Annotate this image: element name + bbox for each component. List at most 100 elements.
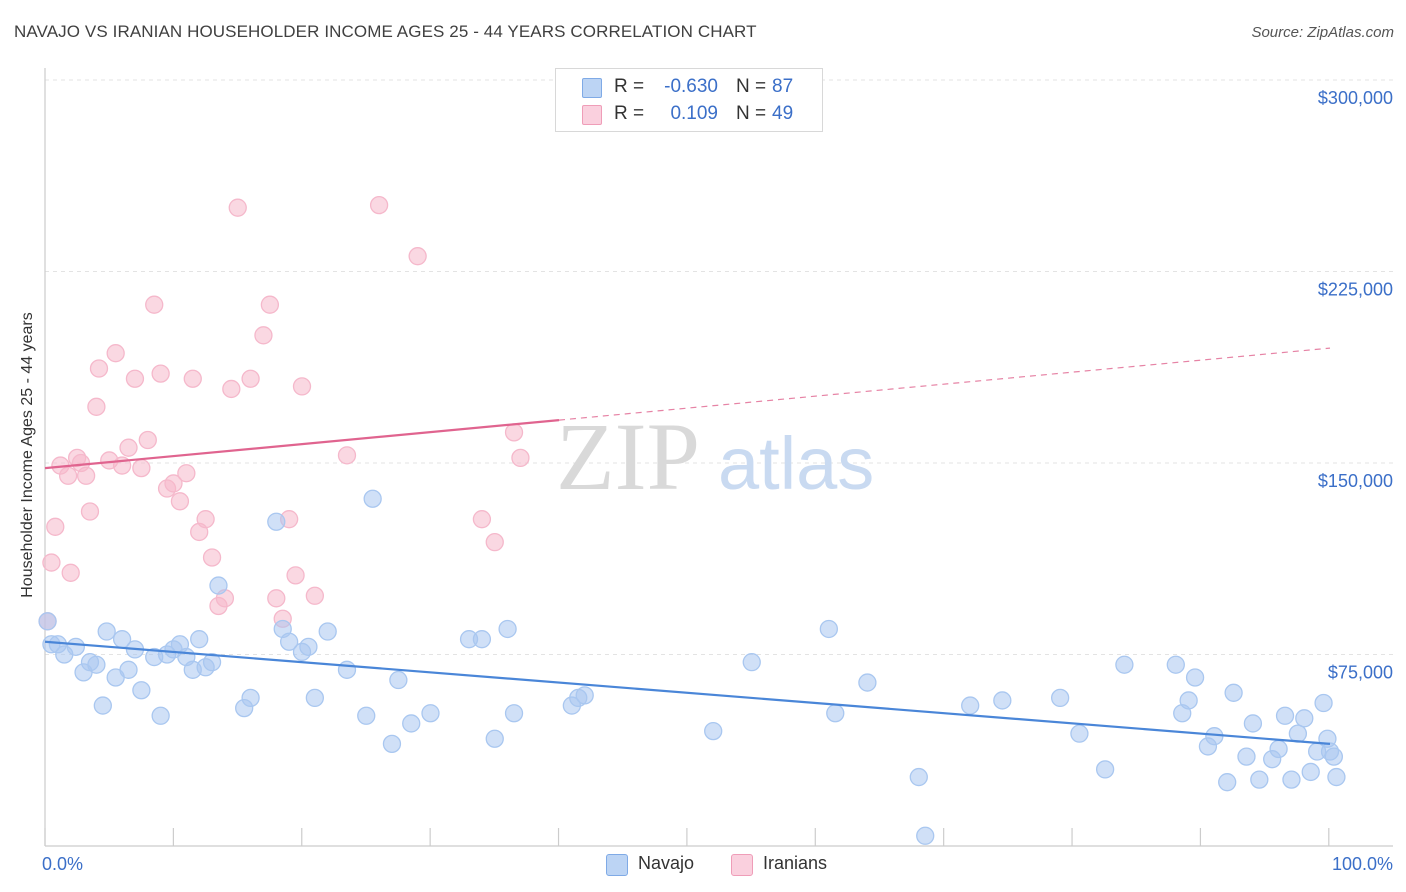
data-point-iranians	[292, 377, 312, 396]
legend-n-label: N =	[736, 103, 767, 124]
data-point-navajo	[363, 489, 382, 508]
data-point-navajo	[498, 619, 517, 639]
data-point-navajo	[504, 704, 524, 723]
legend-n-value: 87	[772, 76, 794, 97]
data-point-navajo	[209, 576, 228, 595]
series-swatch-iranians	[731, 854, 753, 876]
legend-swatch-iranians	[582, 105, 602, 125]
data-point-iranians	[119, 438, 138, 457]
data-point-navajo	[472, 630, 492, 649]
data-point-iranians	[125, 369, 145, 388]
data-point-navajo	[389, 670, 408, 690]
series-label-navajo: Navajo	[638, 853, 695, 873]
data-point-iranians	[511, 448, 530, 468]
data-point-iranians	[61, 563, 80, 582]
trend-lines	[44, 347, 1331, 745]
data-points	[38, 195, 1346, 845]
data-point-navajo	[575, 686, 594, 705]
data-point-iranians	[42, 553, 61, 572]
legend-row-iranians: R = 0.109 N = 49	[556, 101, 822, 127]
data-point-navajo	[151, 706, 170, 725]
data-point-iranians	[369, 195, 389, 215]
chart-title: NAVAJO VS IRANIAN HOUSEHOLDER INCOME AGE…	[14, 22, 757, 41]
data-point-iranians	[87, 397, 106, 416]
data-point-navajo	[382, 734, 402, 754]
data-point-iranians	[286, 566, 305, 585]
data-point-navajo	[916, 826, 935, 845]
data-point-navajo	[1051, 688, 1070, 708]
trend-line-iranians	[44, 419, 560, 470]
data-point-navajo	[1301, 762, 1320, 782]
data-point-navajo	[826, 704, 845, 723]
y-tick-label: $150,000	[1318, 471, 1393, 491]
data-point-navajo	[1237, 747, 1256, 766]
data-point-iranians	[76, 466, 96, 485]
data-point-navajo	[742, 653, 761, 672]
x-tick-label-min: 0.0%	[42, 854, 83, 874]
data-point-navajo	[305, 688, 325, 708]
data-point-iranians	[58, 466, 78, 485]
data-point-navajo	[1250, 770, 1269, 789]
legend-r-value: -0.630	[664, 76, 718, 97]
data-point-iranians	[305, 586, 325, 605]
data-point-navajo	[1243, 714, 1263, 733]
data-point-navajo	[819, 619, 838, 639]
gridlines	[45, 79, 1393, 655]
data-point-navajo	[1269, 739, 1288, 759]
series-swatch-navajo	[606, 854, 628, 876]
data-point-navajo	[87, 655, 106, 674]
data-point-iranians	[132, 458, 151, 478]
data-point-navajo	[1115, 655, 1134, 674]
watermark: ZIP atlas	[556, 403, 874, 510]
source-credit: Source: ZipAtlas.com	[1251, 24, 1394, 41]
data-point-iranians	[80, 502, 100, 521]
legend-n-value: 49	[772, 103, 794, 124]
y-tick-label: $75,000	[1328, 663, 1393, 683]
tick-labels: $75,000 $150,000 $225,000 $300,000 0.0% 100.0…	[42, 88, 1393, 874]
data-point-iranians	[46, 517, 65, 536]
data-point-navajo	[66, 637, 85, 656]
y-tick-label: $300,000	[1318, 88, 1393, 108]
series-legend: Navajo Iranians	[0, 852, 1406, 878]
data-point-navajo	[190, 630, 209, 649]
data-point-navajo	[402, 714, 421, 733]
data-point-iranians	[504, 423, 524, 442]
data-point-navajo	[1275, 706, 1295, 725]
watermark-atlas: atlas	[718, 422, 874, 505]
watermark-zip: ZIP	[556, 403, 700, 510]
data-point-navajo	[421, 704, 440, 723]
data-point-iranians	[170, 492, 190, 511]
data-point-iranians	[254, 326, 273, 345]
axes	[44, 68, 1393, 847]
data-point-navajo	[485, 729, 504, 748]
data-point-iranians	[485, 533, 504, 552]
data-point-iranians	[337, 446, 357, 465]
data-point-navajo	[704, 721, 723, 741]
data-point-navajo	[241, 688, 260, 708]
data-point-iranians	[260, 295, 280, 314]
data-point-navajo	[93, 696, 112, 715]
data-point-iranians	[151, 364, 170, 383]
data-point-iranians	[145, 295, 164, 314]
legend-r-value: 0.109	[670, 103, 718, 124]
y-tick-label: $225,000	[1318, 280, 1393, 300]
data-point-navajo	[1095, 760, 1115, 779]
data-point-navajo	[299, 637, 318, 656]
data-point-navajo	[279, 632, 299, 651]
data-point-navajo	[1327, 767, 1346, 787]
data-point-navajo	[1314, 693, 1333, 713]
data-point-iranians	[202, 548, 222, 567]
data-point-iranians	[183, 369, 202, 388]
data-point-navajo	[1224, 683, 1243, 702]
data-point-navajo	[97, 622, 116, 641]
data-point-navajo	[337, 660, 357, 679]
series-label-iranians: Iranians	[763, 853, 828, 873]
data-point-navajo	[1185, 668, 1205, 687]
data-point-navajo	[267, 512, 286, 531]
data-point-iranians	[267, 589, 286, 608]
data-point-navajo	[1179, 691, 1198, 710]
data-point-iranians	[228, 198, 247, 217]
data-point-navajo	[119, 660, 138, 679]
data-point-navajo	[1070, 724, 1089, 743]
